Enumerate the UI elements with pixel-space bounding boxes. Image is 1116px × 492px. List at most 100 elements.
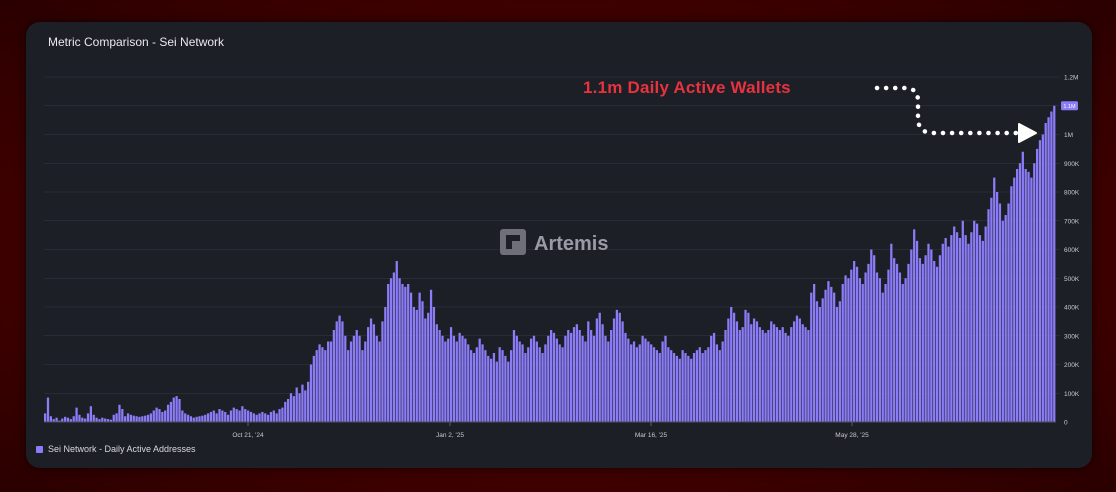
bar[interactable] (744, 309, 747, 423)
bar[interactable] (529, 338, 533, 423)
bar[interactable] (967, 243, 970, 422)
bar[interactable] (427, 312, 430, 422)
bar[interactable] (867, 263, 870, 423)
bar[interactable] (238, 410, 241, 423)
bar[interactable] (384, 307, 387, 422)
bar[interactable] (1024, 169, 1027, 422)
bar[interactable] (81, 417, 84, 422)
bar[interactable] (507, 361, 510, 423)
bar[interactable] (407, 284, 410, 422)
bar[interactable] (692, 353, 696, 422)
bar[interactable] (518, 341, 521, 423)
bar[interactable] (761, 330, 764, 422)
bar[interactable] (226, 414, 230, 422)
bar[interactable] (615, 309, 619, 423)
bar[interactable] (112, 414, 115, 422)
bar[interactable] (541, 353, 544, 422)
bar[interactable] (49, 416, 52, 422)
bar[interactable] (781, 327, 784, 423)
bar[interactable] (987, 209, 990, 422)
bar[interactable] (438, 330, 441, 422)
bar[interactable] (255, 414, 258, 422)
bar[interactable] (204, 414, 207, 422)
bar[interactable] (1038, 140, 1042, 422)
bar[interactable] (184, 413, 187, 423)
bar[interactable] (612, 318, 616, 423)
bar[interactable] (375, 335, 378, 422)
bar[interactable] (367, 327, 370, 423)
bar[interactable] (304, 390, 307, 423)
bar[interactable] (981, 240, 984, 423)
bar[interactable] (126, 413, 130, 423)
bar[interactable] (369, 318, 373, 423)
bar[interactable] (527, 347, 530, 422)
bar[interactable] (327, 341, 330, 423)
bar[interactable] (798, 318, 801, 423)
bar[interactable] (678, 358, 681, 422)
bar[interactable] (1053, 105, 1056, 422)
bar[interactable] (101, 417, 104, 422)
bar[interactable] (146, 414, 150, 422)
bar[interactable] (232, 407, 235, 423)
bar[interactable] (298, 393, 301, 422)
bar[interactable] (572, 327, 576, 423)
bar[interactable] (815, 301, 819, 422)
bar[interactable] (641, 335, 644, 422)
bar[interactable] (55, 417, 58, 422)
bar[interactable] (432, 307, 436, 422)
bar[interactable] (524, 353, 527, 422)
bar[interactable] (712, 332, 716, 423)
bar[interactable] (727, 318, 730, 423)
bar[interactable] (372, 324, 376, 422)
bar[interactable] (670, 350, 673, 423)
bar[interactable] (364, 341, 367, 423)
bar[interactable] (884, 284, 887, 422)
bar[interactable] (858, 278, 862, 422)
bar[interactable] (795, 315, 799, 423)
bar[interactable] (664, 335, 667, 422)
bar[interactable] (864, 272, 867, 423)
bar[interactable] (1021, 151, 1024, 422)
bar[interactable] (475, 347, 478, 422)
bar[interactable] (132, 415, 135, 422)
bar[interactable] (555, 338, 558, 423)
bar[interactable] (392, 272, 396, 423)
bar[interactable] (975, 223, 979, 422)
bar[interactable] (675, 355, 679, 423)
bar[interactable] (186, 414, 190, 422)
bar[interactable] (395, 261, 398, 422)
bar[interactable] (973, 220, 976, 422)
bar[interactable] (235, 409, 238, 422)
bar[interactable] (307, 381, 310, 422)
bar[interactable] (953, 226, 956, 423)
bar[interactable] (958, 238, 962, 422)
bar[interactable] (229, 410, 233, 423)
bar[interactable] (567, 330, 570, 422)
bar[interactable] (158, 409, 161, 422)
bar[interactable] (584, 341, 587, 423)
bar[interactable] (487, 355, 490, 423)
bar[interactable] (830, 286, 833, 423)
bar[interactable] (409, 292, 413, 423)
bar[interactable] (944, 238, 947, 422)
bar[interactable] (978, 235, 982, 423)
bar[interactable] (261, 411, 264, 422)
bar[interactable] (652, 347, 656, 422)
bar[interactable] (469, 350, 473, 423)
bar[interactable] (861, 284, 864, 422)
bar[interactable] (730, 307, 733, 422)
bar[interactable] (758, 327, 761, 423)
bar[interactable] (824, 289, 827, 422)
bar[interactable] (772, 324, 776, 422)
bar[interactable] (801, 324, 804, 422)
bar[interactable] (58, 420, 61, 422)
bar[interactable] (1018, 163, 1022, 422)
bar[interactable] (581, 335, 584, 422)
legend[interactable]: Sei Network - Daily Active Addresses (36, 444, 196, 454)
bar[interactable] (1047, 117, 1050, 422)
bar[interactable] (378, 341, 381, 423)
bar[interactable] (109, 419, 113, 422)
bar[interactable] (813, 284, 816, 422)
bar[interactable] (175, 396, 178, 423)
bar[interactable] (881, 292, 884, 423)
